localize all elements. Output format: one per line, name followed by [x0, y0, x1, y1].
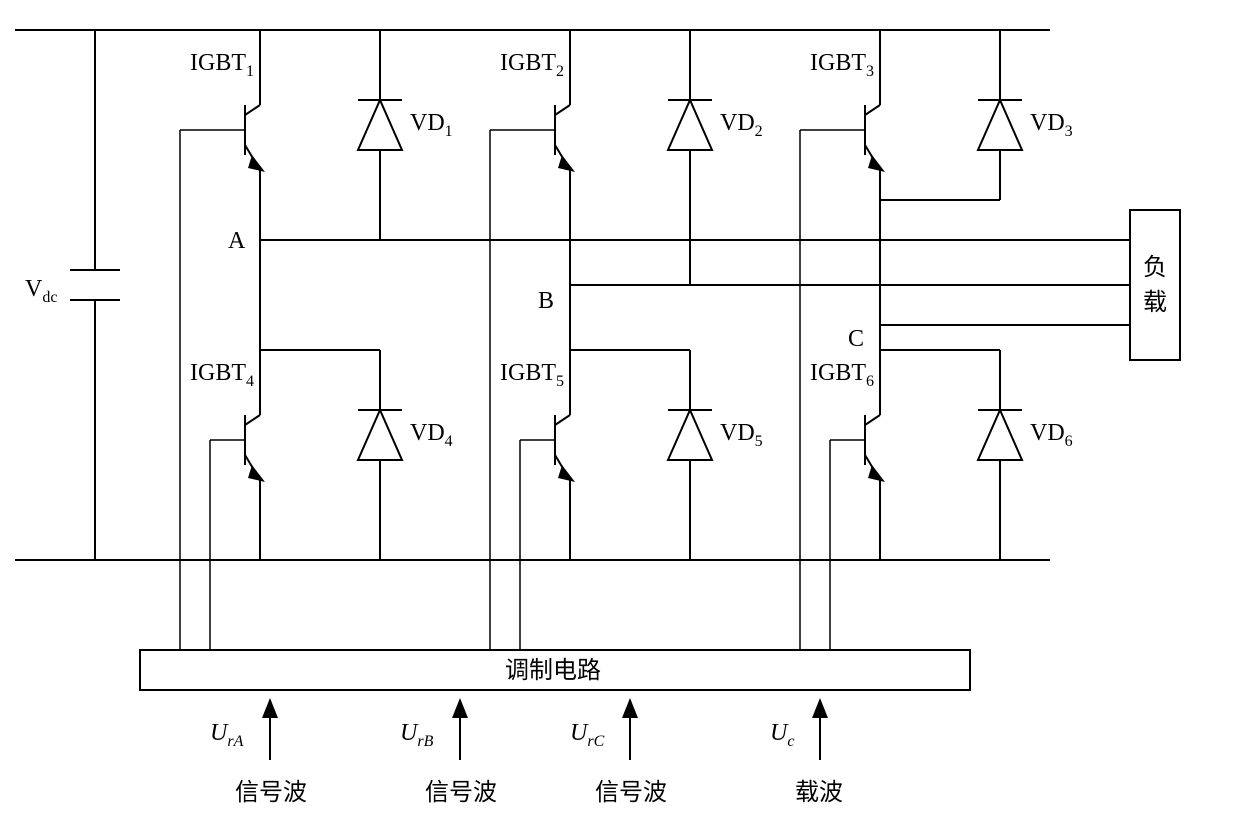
- igbt2: IGBT2: [500, 50, 575, 172]
- svg-text:VD6: VD6: [1030, 420, 1073, 450]
- load-box: 负 载: [1130, 210, 1180, 360]
- input-urC: UrC 信号波: [570, 700, 667, 806]
- svg-text:IGBT4: IGBT4: [190, 360, 254, 390]
- svg-text:VD1: VD1: [410, 110, 453, 140]
- vd5: VD5: [570, 350, 763, 560]
- svg-text:信号波: 信号波: [425, 779, 497, 806]
- svg-text:载波: 载波: [795, 779, 843, 806]
- dc-capacitor: Vdc: [25, 30, 120, 560]
- svg-text:IGBT6: IGBT6: [810, 360, 874, 390]
- modulation-circuit: 调制电路: [140, 650, 970, 690]
- igbt1: IGBT1: [190, 50, 265, 172]
- igbt4: IGBT4: [190, 360, 265, 482]
- svg-text:VD2: VD2: [720, 110, 763, 140]
- node-c-label: C: [848, 326, 864, 352]
- svg-text:信号波: 信号波: [235, 779, 307, 806]
- igbt5: IGBT5: [500, 360, 575, 482]
- svg-text:调制电路: 调制电路: [505, 657, 601, 684]
- svg-text:VD3: VD3: [1030, 110, 1073, 140]
- svg-text:Uc: Uc: [770, 720, 794, 750]
- node-a-label: A: [228, 228, 246, 254]
- inverter-diagram: Vdc IGBT1 VD1: [0, 0, 1240, 827]
- svg-text:VD4: VD4: [410, 420, 453, 450]
- vd3: VD3: [880, 30, 1073, 200]
- input-urB: UrB 信号波: [400, 700, 497, 806]
- svg-text:IGBT1: IGBT1: [190, 50, 254, 80]
- input-arrows: UrA 信号波 UrB 信号波 UrC 信号波 Uc 载波: [210, 700, 843, 806]
- igbt6: IGBT6: [810, 360, 885, 482]
- input-urA: UrA 信号波: [210, 700, 307, 806]
- vd6: VD6: [880, 350, 1073, 560]
- svg-text:载: 载: [1143, 289, 1167, 316]
- leg-c: IGBT3 VD3 IGBT6 VD6 C: [810, 30, 1073, 560]
- gate-signals: [180, 130, 830, 650]
- svg-text:UrA: UrA: [210, 720, 244, 750]
- svg-text:UrB: UrB: [400, 720, 434, 750]
- vd2: VD2: [570, 30, 763, 285]
- leg-a: IGBT1 VD1 IGBT4 VD4: [190, 30, 453, 560]
- phase-outputs: [260, 240, 1130, 325]
- input-uc: Uc 载波: [770, 700, 843, 806]
- svg-text:Vdc: Vdc: [25, 276, 57, 306]
- svg-text:IGBT2: IGBT2: [500, 50, 564, 80]
- svg-text:负: 负: [1143, 254, 1167, 281]
- svg-text:信号波: 信号波: [595, 779, 667, 806]
- igbt3: IGBT3: [810, 50, 885, 172]
- node-b-label: B: [538, 288, 554, 314]
- svg-text:UrC: UrC: [570, 720, 605, 750]
- vd1: VD1: [260, 30, 453, 240]
- svg-text:VD5: VD5: [720, 420, 763, 450]
- svg-text:IGBT5: IGBT5: [500, 360, 564, 390]
- leg-b: IGBT2 VD2 IGBT5 VD5 B: [500, 30, 763, 560]
- svg-text:IGBT3: IGBT3: [810, 50, 874, 80]
- vd4: VD4: [260, 350, 453, 560]
